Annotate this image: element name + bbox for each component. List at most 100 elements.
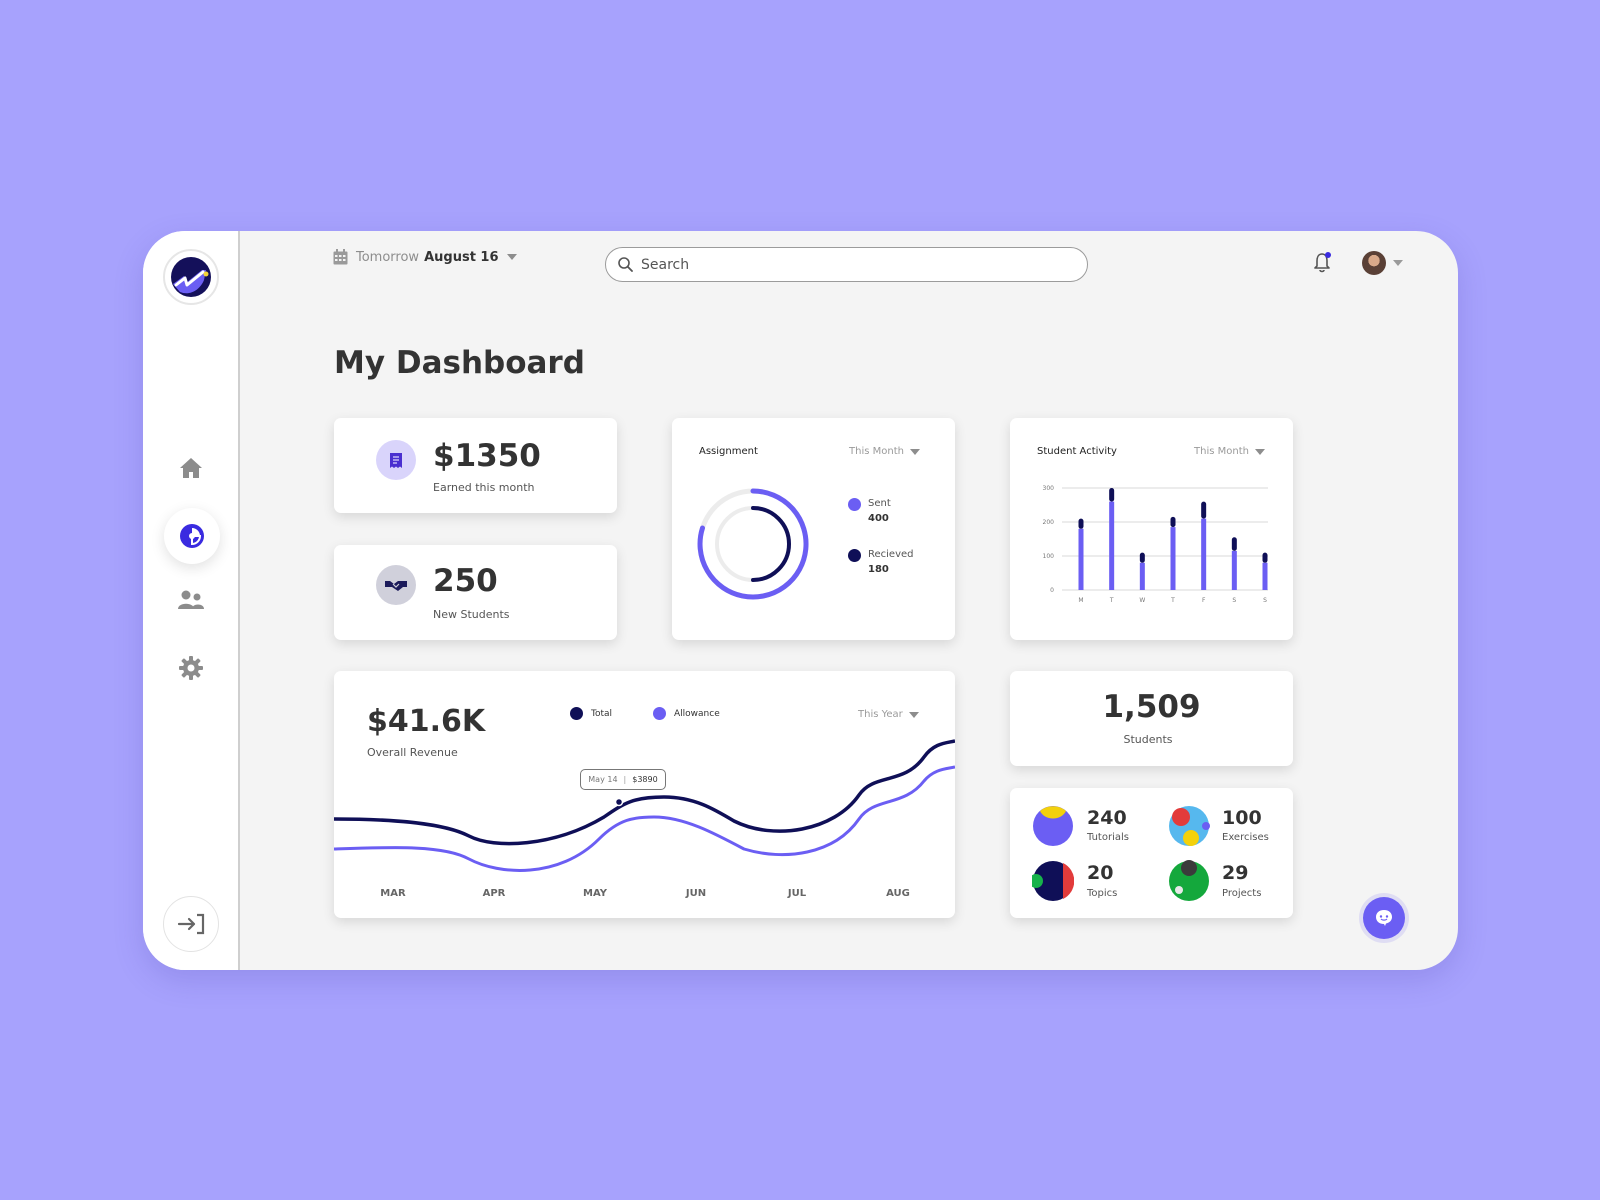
y-tick-label: 200 xyxy=(1043,519,1055,526)
assignment-filter[interactable]: This Month xyxy=(849,446,920,457)
chat-button[interactable] xyxy=(1363,897,1405,939)
projects-label: Projects xyxy=(1222,888,1262,899)
total-students-value: 1,509 xyxy=(1102,689,1201,725)
earned-card: $1350 Earned this month xyxy=(334,418,617,513)
bar-primary xyxy=(1262,562,1268,590)
activity-title: Student Activity xyxy=(1037,446,1117,457)
students-icon-wrap xyxy=(376,565,416,605)
bar-primary xyxy=(1109,501,1115,590)
bar-secondary xyxy=(1078,518,1084,529)
x-tick-label: MAR xyxy=(380,888,406,899)
earned-value: $1350 xyxy=(433,438,541,474)
y-tick-label: 0 xyxy=(1050,587,1054,594)
legend-allowance: Allowance xyxy=(653,707,720,720)
activity-filter[interactable]: This Month xyxy=(1194,446,1265,457)
tutorials-value: 240 xyxy=(1087,807,1127,829)
pie-chart-icon xyxy=(180,524,204,548)
notifications-button[interactable] xyxy=(1313,251,1333,277)
x-tick-label: T xyxy=(1170,597,1175,604)
logout-button[interactable] xyxy=(163,896,219,952)
revenue-label: Overall Revenue xyxy=(367,746,458,759)
date-prefix: Tomorrow xyxy=(356,249,420,265)
revenue-card: $41.6K Overall Revenue Total Allowance T… xyxy=(334,671,955,918)
date-picker[interactable]: Tomorrow August 16 xyxy=(333,249,517,265)
tutorials-icon xyxy=(1033,806,1073,846)
assignment-card: Assignment This Month Sent 400 Recieved … xyxy=(672,418,955,640)
bar-secondary xyxy=(1109,488,1115,502)
logo-icon xyxy=(171,257,211,297)
x-tick-label: M xyxy=(1078,597,1083,604)
revenue-filter-label: This Year xyxy=(858,709,903,720)
assignment-donut xyxy=(697,488,809,600)
user-avatar[interactable] xyxy=(1362,251,1386,275)
topics-label: Topics xyxy=(1087,888,1118,899)
allowance-line xyxy=(334,765,955,872)
exercises-icon xyxy=(1169,806,1210,846)
gear-icon xyxy=(179,656,203,680)
legend-allowance-dot xyxy=(653,707,666,720)
nav-users[interactable] xyxy=(168,577,214,623)
legend-allowance-label: Allowance xyxy=(674,708,720,719)
legend-sent: Sent 400 xyxy=(848,498,891,524)
sidebar xyxy=(143,231,240,970)
chevron-down-icon xyxy=(908,711,919,718)
x-tick-label: AUG xyxy=(886,888,910,899)
legend-sent-value: 400 xyxy=(868,513,889,524)
bar-secondary xyxy=(1231,537,1237,551)
app-logo[interactable] xyxy=(163,249,219,305)
x-tick-label: T xyxy=(1109,597,1114,604)
nav-home[interactable] xyxy=(168,445,214,491)
tooltip-date: May 14 xyxy=(588,775,618,784)
nav-dashboard[interactable] xyxy=(164,508,220,564)
bar-primary xyxy=(1078,528,1084,590)
dashboard-window: Tomorrow August 16 My Dashboard $1350 Ea… xyxy=(143,231,1458,970)
chevron-down-icon[interactable] xyxy=(1393,260,1403,266)
search-input[interactable] xyxy=(641,256,1061,273)
bar-secondary xyxy=(1201,501,1207,519)
y-tick-label: 300 xyxy=(1043,485,1055,492)
x-tick-label: F xyxy=(1202,597,1206,604)
revenue-filter[interactable]: This Year xyxy=(858,709,919,720)
x-tick-label: S xyxy=(1263,597,1267,604)
x-tick-label: W xyxy=(1139,597,1145,604)
tooltip-point xyxy=(614,797,624,807)
logout-icon xyxy=(177,913,205,935)
total-students-card: 1,509 Students xyxy=(1010,671,1293,766)
users-icon xyxy=(178,590,204,609)
new-students-label: New Students xyxy=(433,608,510,621)
projects-value: 29 xyxy=(1222,862,1249,884)
bar-primary xyxy=(1201,518,1207,590)
chevron-down-icon xyxy=(506,254,517,260)
handshake-icon xyxy=(385,581,407,591)
legend-sent-dot xyxy=(848,498,861,511)
activity-filter-label: This Month xyxy=(1194,446,1249,457)
assignment-title: Assignment xyxy=(699,446,758,457)
earned-label: Earned this month xyxy=(433,481,535,494)
bar-secondary xyxy=(1170,516,1176,528)
earned-icon-wrap xyxy=(376,440,416,480)
nav-settings[interactable] xyxy=(168,645,214,691)
categories-card: 240 Tutorials 100 Exercises 20 Topics 29… xyxy=(1010,788,1293,918)
total-line xyxy=(334,739,955,846)
bar-primary xyxy=(1170,527,1176,590)
new-students-value: 250 xyxy=(433,563,498,599)
chart-tooltip: May 14 | $3890 xyxy=(580,769,666,790)
receipt-icon xyxy=(390,452,402,468)
tooltip-value: $3890 xyxy=(632,775,658,784)
legend-total-label: Total xyxy=(591,708,613,719)
projects-icon xyxy=(1169,860,1209,901)
assignment-filter-label: This Month xyxy=(849,446,904,457)
student-activity-chart: 300 200 100 0 M T W T F S S xyxy=(1043,485,1268,604)
x-tick-label: MAY xyxy=(583,888,607,899)
bar-secondary xyxy=(1139,552,1145,563)
revenue-line-chart xyxy=(334,739,955,872)
date-value: August 16 xyxy=(424,249,499,265)
legend-received-label: Recieved xyxy=(868,549,914,560)
search-bar[interactable] xyxy=(605,247,1088,282)
bar-secondary xyxy=(1262,552,1268,563)
exercises-label: Exercises xyxy=(1222,832,1269,843)
topics-icon xyxy=(1032,861,1074,901)
total-students-label: Students xyxy=(1123,733,1173,746)
legend-received: Recieved 180 xyxy=(848,549,914,575)
student-activity-card: Student Activity This Month 300 200 100 0 M T… xyxy=(1010,418,1293,640)
